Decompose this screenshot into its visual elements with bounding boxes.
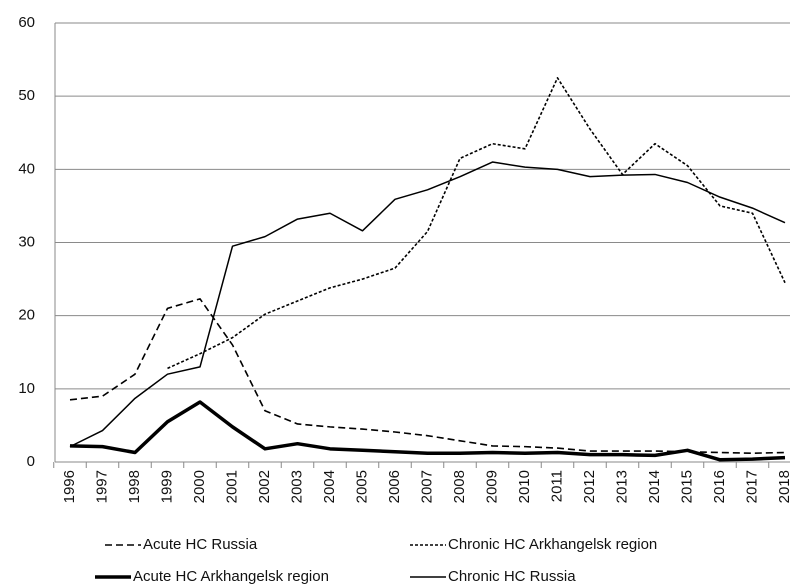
y-tick-label: 20	[18, 307, 35, 324]
x-tick-label: 2010	[516, 470, 533, 503]
legend-label: Chronic HC Russia	[448, 568, 576, 585]
y-tick-label: 0	[27, 453, 35, 470]
x-tick-label: 1999	[158, 470, 175, 503]
x-tick-label: 1998	[126, 470, 143, 503]
x-tick-label: 2008	[451, 470, 468, 503]
x-tick-label: 2012	[581, 470, 598, 503]
x-tick-label: 2002	[256, 470, 273, 503]
x-tick-label: 2013	[613, 470, 630, 503]
series-line	[69, 400, 786, 462]
x-tick-label: 2016	[711, 470, 728, 503]
x-tick-label: 2003	[288, 470, 305, 503]
x-tick-label: 1997	[93, 470, 110, 503]
x-tick-label: 2000	[191, 470, 208, 503]
x-tick-label: 2007	[418, 470, 435, 503]
x-tick-label: 2006	[386, 470, 403, 503]
series-line	[69, 161, 786, 448]
y-tick-label: 60	[18, 14, 35, 31]
x-tick-label: 2017	[743, 470, 760, 503]
x-tick-label: 2009	[483, 470, 500, 503]
legend-label: Acute HC Russia	[143, 536, 258, 553]
x-tick-label: 2001	[223, 470, 240, 503]
y-tick-label: 10	[18, 380, 35, 397]
x-tick-label: 2014	[646, 470, 663, 503]
series-line	[167, 77, 786, 370]
x-tick-label: 2004	[321, 470, 338, 503]
series-line	[69, 298, 786, 455]
legend-label: Acute HC Arkhangelsk region	[133, 568, 329, 585]
legend-label: Chronic HC Arkhangelsk region	[448, 536, 657, 553]
y-tick-label: 50	[18, 87, 35, 104]
x-tick-label: 1996	[61, 470, 78, 503]
y-tick-label: 40	[18, 160, 35, 177]
x-tick-label: 2015	[678, 470, 695, 503]
x-tick-label: 2018	[776, 470, 791, 503]
x-tick-label: 2011	[548, 470, 565, 502]
x-tick-label: 2005	[353, 470, 370, 503]
y-tick-label: 30	[18, 233, 35, 250]
